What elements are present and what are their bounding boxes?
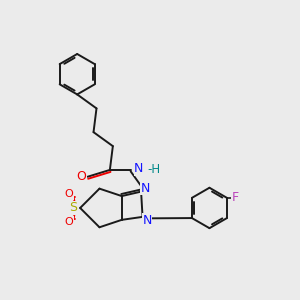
Text: O: O — [64, 189, 73, 199]
Text: N: N — [134, 162, 144, 175]
Text: O: O — [77, 170, 87, 183]
Text: -H: -H — [148, 164, 161, 176]
Text: N: N — [141, 182, 150, 194]
Text: S: S — [70, 202, 78, 214]
Text: F: F — [232, 191, 239, 204]
Text: O: O — [64, 217, 73, 226]
Text: N: N — [142, 214, 152, 227]
